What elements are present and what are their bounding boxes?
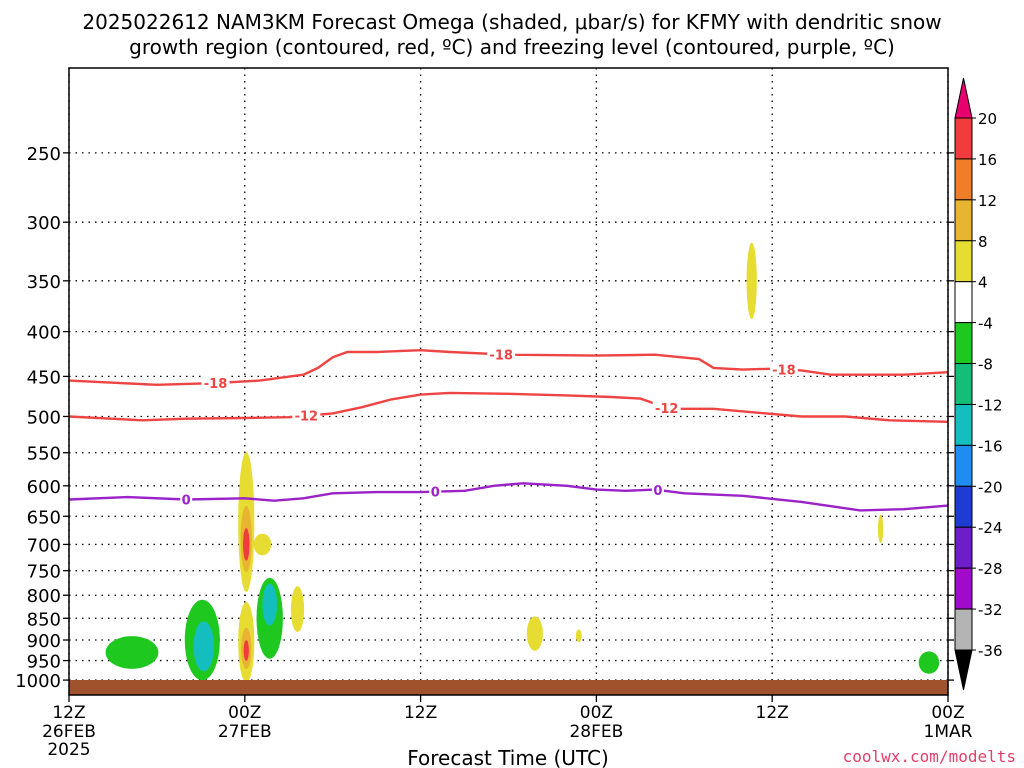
omega-blob	[262, 583, 278, 626]
contour-line-minus12	[68, 391, 949, 423]
ground-layer	[69, 680, 948, 695]
colorbar-segment	[954, 363, 973, 405]
contour-label: 0	[182, 494, 191, 509]
contour-label: -18	[489, 348, 513, 363]
contour-label-bg	[180, 491, 193, 507]
omega-blob	[253, 533, 272, 556]
contour-label-bg	[487, 346, 516, 362]
colorbar-label: -16	[978, 437, 1003, 455]
y-tick-label: 800	[27, 586, 61, 607]
colorbar-segment	[954, 117, 973, 160]
chart-title-line2: growth region (contoured, red, ºC) and f…	[129, 35, 895, 59]
omega-blob	[290, 586, 305, 633]
x-tick-label: 12Z	[52, 703, 85, 723]
colorbar-label: -4	[978, 315, 993, 333]
y-tick-label: 450	[27, 367, 61, 388]
colorbar-segment	[954, 403, 973, 446]
omega-blob	[243, 640, 249, 661]
colorbar-segment	[954, 444, 973, 487]
omega-blob	[105, 636, 159, 669]
y-tick-label: 600	[27, 477, 61, 498]
x-tick-label: 00Z	[931, 703, 964, 723]
colorbar-label: -32	[978, 601, 1003, 619]
ground-surface	[69, 680, 948, 695]
y-tick-label: 1000	[15, 671, 61, 692]
contour-label: 0	[431, 486, 440, 501]
contour-label: -12	[655, 402, 679, 417]
contour-label: -18	[204, 377, 228, 392]
omega-blob	[746, 242, 757, 319]
colorbar-label: 20	[978, 110, 997, 128]
colorbar-label: -36	[978, 642, 1003, 660]
colorbar-label: 12	[978, 192, 997, 210]
plot-frame	[68, 67, 949, 696]
x-tick-label: 00Z	[228, 703, 261, 723]
y-tick-label: 350	[27, 272, 61, 293]
y-tick-label: 650	[27, 507, 61, 528]
y-tick-label: 850	[27, 609, 61, 630]
colorbar-bottom-arrow	[954, 649, 973, 691]
x-tick-label: 00Z	[580, 703, 613, 723]
y-tick-label: 750	[27, 562, 61, 583]
temperature-contours: -18 -18 -18 -12 -12 0 0 0	[68, 346, 949, 512]
contour-label-bg	[292, 407, 321, 423]
contour-label-bg	[651, 481, 664, 497]
x-tick-date: 1MAR	[924, 722, 973, 742]
colorbar-segment	[954, 281, 973, 324]
colorbar-label: -20	[978, 478, 1003, 496]
omega-blob	[918, 651, 940, 674]
x-tick-year: 2025	[47, 740, 90, 760]
colorbar-segment	[954, 199, 973, 242]
y-tick-label: 300	[27, 213, 61, 234]
colorbar-segment	[954, 485, 973, 528]
colorbar-segment	[954, 240, 973, 283]
contour-label: -12	[295, 410, 319, 425]
colorbar-segment	[954, 526, 973, 569]
axes: 2503003504004505005506006507007508008509…	[15, 67, 973, 760]
colorbar-label: -24	[978, 519, 1003, 537]
omega-blob	[243, 528, 250, 561]
colorbar-label: -28	[978, 560, 1003, 578]
contour-label-bg	[429, 483, 442, 499]
contour-label: 0	[653, 484, 662, 499]
colorbar-top-arrow	[954, 77, 973, 119]
x-axis-label: Forecast Time (UTC)	[407, 746, 609, 768]
y-tick-label: 550	[27, 444, 61, 465]
y-tick-label: 400	[27, 323, 61, 344]
omega-blob	[877, 514, 884, 544]
x-tick-date: 27FEB	[218, 722, 272, 742]
y-tick-label: 250	[27, 144, 61, 165]
contour-label: -18	[772, 363, 796, 378]
x-tick-date: 28FEB	[569, 722, 623, 742]
colorbar-segment	[954, 567, 973, 610]
colorbar-label: 16	[978, 151, 997, 169]
colorbar-label: 8	[978, 233, 988, 251]
colorbar: 20 16 12 8 4 -4 -8 -12 -16 -20 -24 -28 -32 -36	[954, 77, 1003, 691]
x-tick-date: 26FEB	[42, 722, 96, 742]
omega-blob	[575, 629, 582, 643]
contour-line-0	[68, 482, 949, 512]
y-tick-label: 900	[27, 631, 61, 652]
colorbar-segment	[954, 608, 973, 651]
contour-label-bg	[769, 361, 798, 377]
y-tick-label: 500	[27, 407, 61, 428]
colorbar-label: -8	[978, 356, 993, 374]
contour-label-bg	[201, 375, 230, 391]
y-tick-label: 950	[27, 652, 61, 673]
colorbar-segment	[954, 158, 973, 201]
omega-blob	[193, 621, 215, 672]
colorbar-label: -12	[978, 396, 1003, 414]
chart-title-line1: 2025022612 NAM3KM Forecast Omega (shaded…	[82, 10, 941, 34]
y-tick-label: 700	[27, 535, 61, 556]
x-tick-label: 12Z	[756, 703, 789, 723]
omega-blob	[526, 616, 543, 651]
omega-shading	[105, 242, 940, 683]
watermark: coolwx.com/modelts	[843, 747, 1016, 766]
colorbar-segment	[954, 322, 973, 365]
contour-label-bg	[652, 399, 681, 415]
x-tick-label: 12Z	[404, 703, 437, 723]
colorbar-label: 4	[978, 274, 988, 292]
